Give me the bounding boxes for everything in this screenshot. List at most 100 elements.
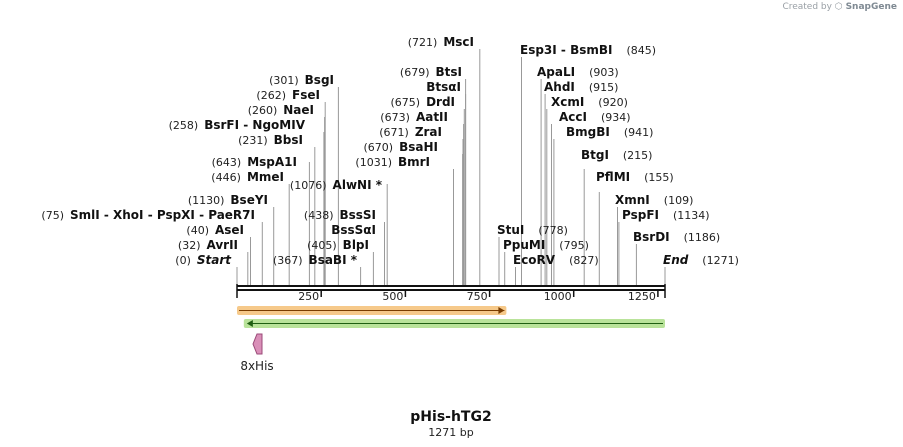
site-position: (845) [627, 44, 657, 57]
site-name: MspA1I [247, 155, 297, 169]
site-position: (778) [538, 224, 568, 237]
site-33: AvrII (32) [178, 238, 238, 252]
site-name: AatII [416, 110, 448, 124]
tick-label: 250 [298, 290, 319, 303]
site-position: (915) [589, 81, 619, 94]
site-26: BseYI (1130) [188, 193, 268, 207]
site-name: EcoRV [513, 253, 556, 267]
tick-label: 1250 [628, 290, 656, 303]
site-name: SmlI - XhoI - PspXI - PaeR7I [70, 208, 255, 222]
site-6: BtsαI [426, 80, 461, 94]
site-name: AseI [215, 223, 244, 237]
site-7: AhdI (915) [544, 80, 618, 94]
site-position: (0) [175, 254, 191, 267]
site-12: AatII (673) [380, 110, 448, 124]
feature-forward-arrowhead [498, 307, 505, 314]
site-name: AvrII [206, 238, 238, 252]
site-37: Start (0) [175, 253, 232, 267]
site-position: (367) [273, 254, 303, 267]
snapgene-logo-icon: ⬡ [834, 2, 843, 12]
site-position: (215) [623, 149, 653, 162]
site-position: (75) [41, 209, 64, 222]
site-position: (258) [169, 119, 199, 132]
site-29: PspFI (1134) [622, 208, 710, 222]
site-position: (679) [400, 66, 430, 79]
site-19: BtgI (215) [581, 148, 652, 162]
site-27: SmlI - XhoI - PspXI - PaeR7I (75) [41, 208, 255, 222]
site-leader-lines [236, 49, 666, 285]
site-11: NaeI (260) [248, 103, 314, 117]
site-35: PpuMI (795) [503, 238, 589, 252]
site-position: (32) [178, 239, 201, 252]
site-16: BmgBI (941) [566, 125, 653, 139]
site-position: (405) [307, 239, 337, 252]
site-name: BsrFI - NgoMIV [204, 118, 305, 132]
site-name: BtsI [436, 65, 463, 79]
tick-label: 1000 [544, 290, 572, 303]
site-position: (673) [380, 111, 410, 124]
snapgene-credit: Created by ⬡ SnapGene [782, 2, 897, 12]
site-position: (721) [408, 36, 438, 49]
site-1: MscI (721) [408, 35, 474, 49]
site-name: PspFI [622, 208, 659, 222]
site-position: (1031) [355, 156, 392, 169]
site-position: (1076) [290, 179, 327, 192]
site-23: MmeI (446) [211, 170, 284, 184]
site-2: Esp3I - BsmBI (845) [520, 43, 656, 57]
site-name: PpuMI [503, 238, 545, 252]
site-name: PflMI [596, 170, 630, 184]
site-name: StuI [497, 223, 524, 237]
site-name: BsaHI [399, 140, 438, 154]
plasmid-length: 1271 bp [428, 426, 473, 439]
credit-prefix: Created by [782, 2, 832, 12]
features: 8xHis [237, 306, 666, 373]
site-position: (260) [248, 104, 278, 117]
site-22: PflMI (155) [596, 170, 674, 184]
site-name: NaeI [283, 103, 314, 117]
site-position: (795) [559, 239, 589, 252]
site-name: BsaBI * [309, 253, 358, 267]
site-name: ApaLI [537, 65, 575, 79]
tick-label: 750 [467, 290, 488, 303]
site-position: (671) [379, 126, 409, 139]
site-18: BsaHI (670) [364, 140, 438, 154]
site-name: MmeI [247, 170, 284, 184]
site-position: (903) [589, 66, 619, 79]
site-9: DrdI (675) [391, 95, 455, 109]
site-30: AseI (40) [186, 223, 244, 237]
site-28: BssSI (438) [304, 208, 376, 222]
site-name: DrdI [426, 95, 455, 109]
site-13: AccI (934) [559, 110, 631, 124]
site-name: Esp3I - BsmBI [520, 43, 612, 57]
feature-reverse-arrowhead [246, 320, 253, 327]
site-31: BssSαI [331, 223, 376, 237]
bp-ticks: 250 500 750 1000 1250 [236, 284, 666, 303]
site-36: BsrDI (1186) [633, 230, 720, 244]
site-24: AlwNI * (1076) [290, 178, 383, 192]
site-name: MscI [443, 35, 474, 49]
site-position: (155) [644, 171, 674, 184]
site-position: (446) [211, 171, 241, 184]
site-position: (109) [664, 194, 694, 207]
tick-label: 500 [382, 290, 403, 303]
site-position: (941) [624, 126, 654, 139]
site-name: FseI [292, 88, 320, 102]
site-name: BtgI [581, 148, 609, 162]
site-32: StuI (778) [497, 223, 568, 237]
feature-8xhis-shape [252, 333, 263, 355]
site-21: BmrI (1031) [355, 155, 430, 169]
site-39: EcoRV (827) [513, 253, 599, 267]
site-name: AlwNI * [333, 178, 383, 192]
site-position: (675) [391, 96, 421, 109]
feature-8xhis-label: 8xHis [240, 359, 273, 373]
site-20: MspA1I (643) [212, 155, 297, 169]
site-5: BsgI (301) [269, 73, 334, 87]
site-position: (920) [598, 96, 628, 109]
site-position: (231) [238, 134, 268, 147]
site-name: BbsI [274, 133, 303, 147]
site-position: (301) [269, 74, 299, 87]
site-name: End [663, 253, 689, 267]
site-name: Start [197, 253, 232, 267]
site-position: (262) [256, 89, 286, 102]
